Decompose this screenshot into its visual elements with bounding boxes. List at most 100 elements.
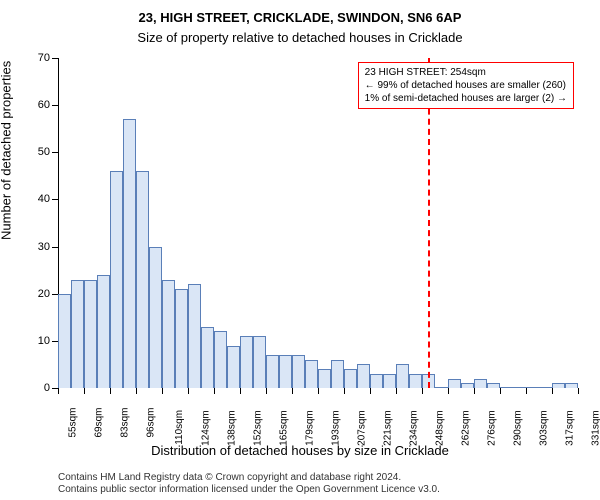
histogram-bar bbox=[175, 289, 188, 388]
histogram-bar bbox=[253, 336, 266, 388]
x-tick bbox=[188, 388, 189, 394]
histogram-bar bbox=[292, 355, 305, 388]
x-tick bbox=[110, 388, 111, 394]
x-tick bbox=[448, 388, 449, 394]
x-tick bbox=[422, 388, 423, 394]
histogram-bar bbox=[58, 294, 71, 388]
infobox-line2: ← 99% of detached houses are smaller (26… bbox=[365, 79, 567, 92]
footer-line2: Contains public sector information licen… bbox=[58, 484, 590, 496]
x-tick-label: 331sqm bbox=[590, 410, 600, 446]
histogram-bar bbox=[487, 383, 500, 388]
histogram-bar bbox=[513, 387, 526, 388]
histogram-bar bbox=[383, 374, 396, 388]
y-tick-label: 50 bbox=[38, 146, 58, 158]
histogram-bar bbox=[409, 374, 422, 388]
histogram-bar bbox=[84, 280, 97, 388]
histogram-bar bbox=[279, 355, 292, 388]
x-tick bbox=[136, 388, 137, 394]
histogram-bar bbox=[331, 360, 344, 388]
x-tick bbox=[214, 388, 215, 394]
x-tick-label: 69sqm bbox=[94, 408, 105, 438]
x-tick-label: 138sqm bbox=[226, 410, 237, 446]
x-tick bbox=[318, 388, 319, 394]
infobox-line3: 1% of semi-detached houses are larger (2… bbox=[365, 92, 567, 105]
histogram-bar bbox=[214, 331, 227, 388]
histogram-bar bbox=[526, 387, 539, 388]
x-tick bbox=[58, 388, 59, 394]
x-tick bbox=[370, 388, 371, 394]
x-tick-label: 179sqm bbox=[304, 410, 315, 446]
x-tick-label: 317sqm bbox=[564, 410, 575, 446]
histogram-bar bbox=[435, 387, 448, 388]
y-tick-label: 60 bbox=[38, 99, 58, 111]
histogram-bar bbox=[97, 275, 110, 388]
histogram-bar bbox=[162, 280, 175, 388]
y-tick-label: 0 bbox=[44, 382, 58, 394]
histogram-bar bbox=[370, 374, 383, 388]
infobox-line1: 23 HIGH STREET: 254sqm bbox=[365, 66, 567, 79]
histogram-bar bbox=[474, 379, 487, 388]
x-tick-label: 207sqm bbox=[356, 410, 367, 446]
title-line1: 23, HIGH STREET, CRICKLADE, SWINDON, SN6… bbox=[0, 10, 600, 25]
histogram-bar bbox=[357, 364, 370, 388]
histogram-bar bbox=[448, 379, 461, 388]
histogram-bar bbox=[266, 355, 279, 388]
title-line2: Size of property relative to detached ho… bbox=[0, 30, 600, 45]
x-tick bbox=[240, 388, 241, 394]
footer: Contains HM Land Registry data © Crown c… bbox=[58, 472, 590, 496]
x-tick bbox=[474, 388, 475, 394]
y-tick-label: 70 bbox=[38, 52, 58, 64]
histogram-bar bbox=[123, 119, 136, 388]
x-tick bbox=[552, 388, 553, 394]
y-tick-label: 20 bbox=[38, 288, 58, 300]
x-axis-label: Distribution of detached houses by size … bbox=[0, 443, 600, 458]
histogram-bar bbox=[344, 369, 357, 388]
histogram-bar bbox=[71, 280, 84, 388]
x-tick-label: 152sqm bbox=[252, 410, 263, 446]
x-tick-label: 193sqm bbox=[330, 410, 341, 446]
x-tick-label: 290sqm bbox=[512, 410, 523, 446]
histogram-bar bbox=[552, 383, 565, 388]
y-tick-label: 30 bbox=[38, 241, 58, 253]
x-tick-label: 262sqm bbox=[460, 410, 471, 446]
x-tick bbox=[266, 388, 267, 394]
histogram-bar bbox=[149, 247, 162, 388]
x-tick-label: 165sqm bbox=[278, 410, 289, 446]
x-tick bbox=[344, 388, 345, 394]
chart-container: 23, HIGH STREET, CRICKLADE, SWINDON, SN6… bbox=[0, 0, 600, 500]
histogram-bar bbox=[461, 383, 474, 388]
x-tick-label: 303sqm bbox=[538, 410, 549, 446]
histogram-bar bbox=[110, 171, 123, 388]
x-tick-label: 110sqm bbox=[174, 410, 185, 445]
x-tick bbox=[526, 388, 527, 394]
histogram-bar bbox=[539, 387, 552, 388]
x-tick bbox=[292, 388, 293, 394]
x-tick bbox=[84, 388, 85, 394]
histogram-bar bbox=[201, 327, 214, 388]
x-tick-label: 55sqm bbox=[68, 408, 79, 438]
y-tick-label: 40 bbox=[38, 193, 58, 205]
x-tick-label: 234sqm bbox=[408, 410, 419, 446]
y-tick-label: 10 bbox=[38, 335, 58, 347]
histogram-bar bbox=[500, 387, 513, 388]
x-tick-label: 124sqm bbox=[200, 410, 211, 446]
histogram-bar bbox=[318, 369, 331, 388]
histogram-bar bbox=[136, 171, 149, 388]
x-tick-label: 248sqm bbox=[434, 410, 445, 446]
x-tick-label: 276sqm bbox=[486, 410, 497, 446]
x-tick bbox=[396, 388, 397, 394]
histogram-bar bbox=[227, 346, 240, 388]
histogram-bar bbox=[305, 360, 318, 388]
histogram-bar bbox=[188, 284, 201, 388]
x-tick-label: 96sqm bbox=[146, 408, 157, 438]
y-axis-label: Number of detached properties bbox=[0, 61, 14, 240]
x-tick bbox=[162, 388, 163, 394]
x-tick-label: 221sqm bbox=[382, 410, 393, 446]
x-tick bbox=[578, 388, 579, 394]
histogram-bar bbox=[240, 336, 253, 388]
info-box: 23 HIGH STREET: 254sqm← 99% of detached … bbox=[358, 62, 574, 109]
footer-line1: Contains HM Land Registry data © Crown c… bbox=[58, 472, 590, 484]
histogram-bar bbox=[396, 364, 409, 388]
x-tick bbox=[500, 388, 501, 394]
plot-area: 01020304050607055sqm69sqm83sqm96sqm110sq… bbox=[58, 58, 578, 388]
